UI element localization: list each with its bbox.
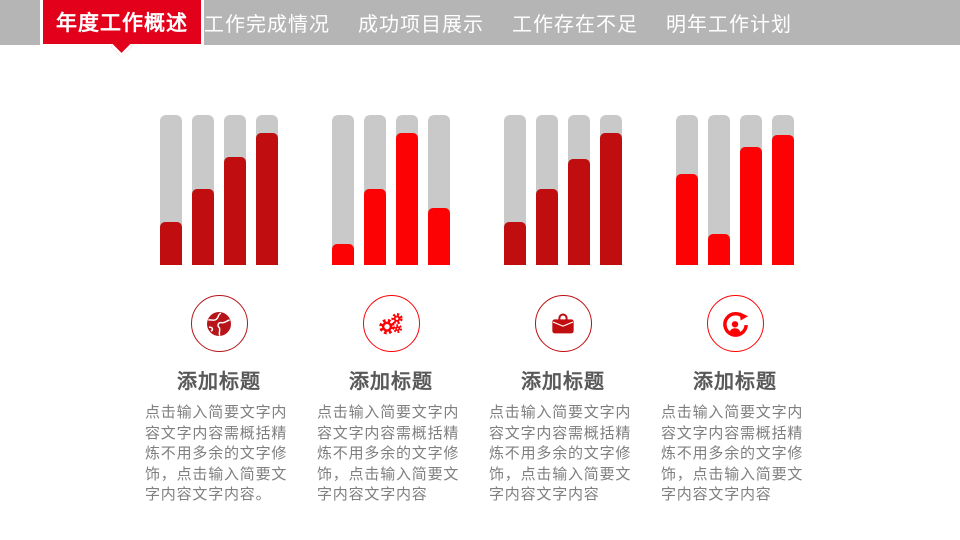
briefcase-icon xyxy=(534,295,592,352)
bar-track xyxy=(160,115,182,265)
tab-work-shortcomings[interactable]: 工作存在不足 xyxy=(512,14,638,36)
column-body-text: 点击输入简要文字内容文字内容需概括精炼不用多余的文字修饰，点击输入简要文字内容文… xyxy=(317,404,460,503)
bar-fill xyxy=(504,221,526,265)
bar-track xyxy=(708,115,730,265)
bar-fill xyxy=(332,244,354,265)
tab-next-year-plan[interactable]: 明年工作计划 xyxy=(666,14,792,36)
bar-fill xyxy=(364,188,386,265)
bar-group xyxy=(477,115,649,265)
bar-fill xyxy=(740,146,762,265)
column-body-text: 点击输入简要文字内容文字内容需概括精炼不用多余的文字修饰，点击输入简要文字内容文… xyxy=(145,404,288,503)
bar-group xyxy=(649,115,821,265)
tab-work-completion[interactable]: 工作完成情况 xyxy=(204,14,330,36)
bar-fill xyxy=(192,188,214,265)
slide-header: 年度工作概述 工作完成情况 成功项目展示 工作存在不足 明年工作计划 xyxy=(0,0,960,58)
bar-fill xyxy=(772,134,794,265)
bar-track xyxy=(224,115,246,265)
gears-icon xyxy=(362,295,420,352)
bar-fill xyxy=(568,158,590,265)
active-tab-label: 年度工作概述 xyxy=(56,12,188,35)
bar-fill xyxy=(600,133,622,265)
content-column-4: 添加标题 点击输入简要文字内容文字内容需概括精炼不用多余的文字修饰，点击输入简要… xyxy=(649,45,821,506)
bar-track xyxy=(256,115,278,265)
column-title: 添加标题 xyxy=(521,371,605,393)
bar-fill xyxy=(224,157,246,265)
tab-annual-overview[interactable]: 年度工作概述 xyxy=(40,0,204,58)
bar-track xyxy=(676,115,698,265)
bar-group xyxy=(305,115,477,265)
bar-track xyxy=(568,115,590,265)
column-title: 添加标题 xyxy=(349,371,433,393)
person-cycle-icon xyxy=(706,295,764,352)
column-title: 添加标题 xyxy=(693,371,777,393)
content-column-2: 添加标题 点击输入简要文字内容文字内容需概括精炼不用多余的文字修饰，点击输入简要… xyxy=(305,45,477,506)
bar-fill xyxy=(160,221,182,265)
content-column-3: 添加标题 点击输入简要文字内容文字内容需概括精炼不用多余的文字修饰，点击输入简要… xyxy=(477,45,649,506)
bar-fill xyxy=(256,133,278,265)
column-body-text: 点击输入简要文字内容文字内容需概括精炼不用多余的文字修饰，点击输入简要文字内容文… xyxy=(489,404,632,503)
content-column-1: 添加标题 点击输入简要文字内容文字内容需概括精炼不用多余的文字修饰，点击输入简要… xyxy=(133,45,305,506)
bar-track xyxy=(396,115,418,265)
bar-track xyxy=(364,115,386,265)
bar-track xyxy=(600,115,622,265)
bar-fill xyxy=(428,208,450,265)
bar-track xyxy=(192,115,214,265)
bar-track xyxy=(740,115,762,265)
header-tabs: 工作完成情况 成功项目展示 工作存在不足 明年工作计划 xyxy=(204,0,792,45)
column-title: 添加标题 xyxy=(177,371,261,393)
tab-successful-projects[interactable]: 成功项目展示 xyxy=(358,14,484,36)
bar-track xyxy=(772,115,794,265)
bar-track xyxy=(536,115,558,265)
bar-track xyxy=(428,115,450,265)
globe-icon xyxy=(190,295,248,352)
bar-track xyxy=(332,115,354,265)
bar-fill xyxy=(536,188,558,265)
slide-content: 添加标题 点击输入简要文字内容文字内容需概括精炼不用多余的文字修饰，点击输入简要… xyxy=(0,45,960,506)
bar-fill xyxy=(676,173,698,265)
column-body-text: 点击输入简要文字内容文字内容需概括精炼不用多余的文字修饰，点击输入简要文字内容文… xyxy=(661,404,804,503)
bar-track xyxy=(504,115,526,265)
bar-group xyxy=(133,115,305,265)
bar-fill xyxy=(708,233,730,265)
bar-fill xyxy=(396,133,418,265)
